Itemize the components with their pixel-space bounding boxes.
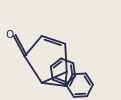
Text: O: O [5,30,14,40]
